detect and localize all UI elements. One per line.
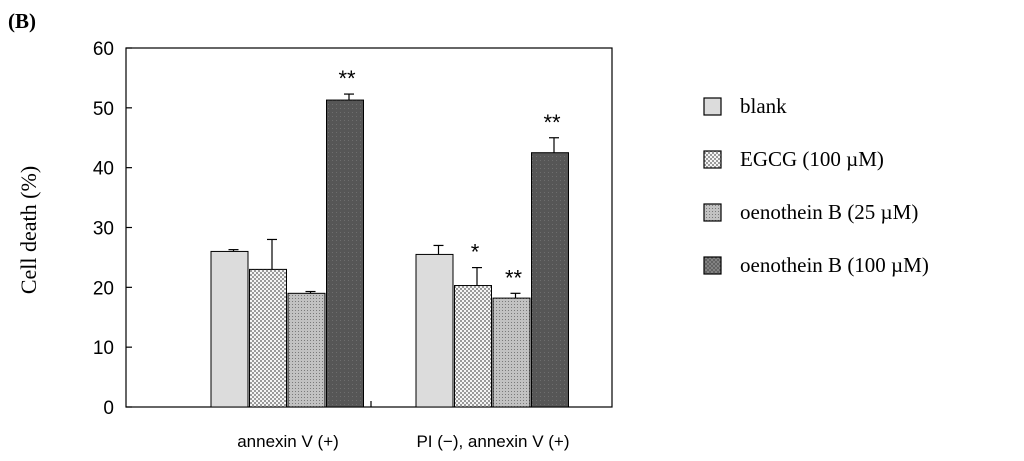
- bar: [531, 152, 569, 408]
- y-tick-label: 0: [103, 398, 114, 419]
- legend-label: oenothein B (100 µM): [740, 253, 929, 277]
- legend-swatch: [703, 256, 722, 275]
- legend: blank EGCG (100 µM) oenothein B (25 µM) oen…: [703, 94, 929, 277]
- x-tick-label: annexin V (+): [237, 432, 339, 451]
- significance-label: **: [505, 265, 523, 290]
- bar: [454, 285, 492, 408]
- legend-swatch: [703, 97, 722, 116]
- legend-swatch: [703, 150, 722, 169]
- y-tick-label: 50: [93, 99, 114, 120]
- legend-label: EGCG (100 µM): [740, 147, 884, 171]
- significance-label: *: [471, 240, 480, 265]
- legend-swatch: [703, 203, 722, 222]
- y-tick-label: 60: [93, 39, 114, 60]
- y-tick-label: 10: [93, 338, 114, 359]
- y-tick-label: 20: [93, 278, 114, 299]
- significance-label: **: [543, 110, 561, 135]
- y-axis-label: Cell death (%): [16, 166, 41, 294]
- legend-label: blank: [740, 94, 787, 118]
- bar: [210, 250, 249, 408]
- bar: [415, 253, 454, 408]
- x-tick-label: PI (−), annexin V (+): [416, 432, 569, 451]
- y-tick-label: 30: [93, 219, 114, 240]
- bar: [326, 99, 364, 408]
- significance-label: **: [338, 66, 356, 91]
- legend-label: oenothein B (25 µM): [740, 200, 918, 224]
- bar: [249, 268, 287, 408]
- bar: [287, 292, 326, 408]
- y-tick-label: 40: [93, 159, 114, 180]
- bar: [492, 297, 531, 408]
- panel-label: (B): [8, 9, 36, 33]
